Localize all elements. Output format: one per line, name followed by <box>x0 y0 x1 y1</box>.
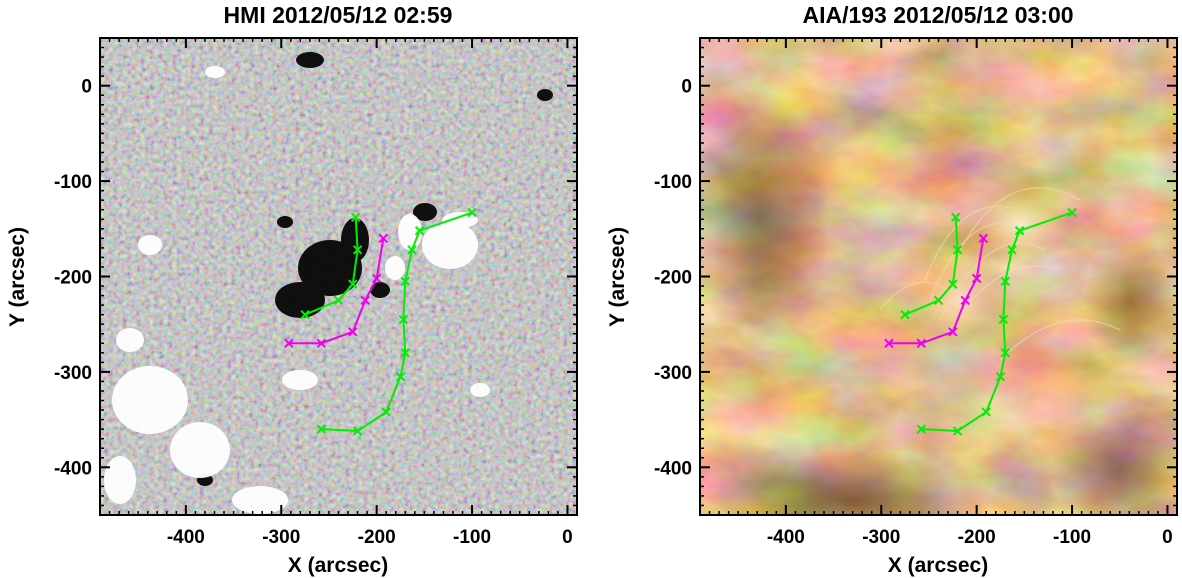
aia-panel: AIA/193 2012/05/12 03:00 -400 -300 -200 -10… <box>606 2 1178 577</box>
x-marker <box>960 295 970 306</box>
x-marker <box>1067 207 1077 218</box>
y-tick-label: -400 <box>654 458 692 479</box>
magnetogram-image <box>100 38 577 515</box>
magenta-line <box>288 238 385 345</box>
x-marker <box>884 338 894 348</box>
y-axis-label: Y (arcsec) <box>606 227 629 327</box>
x-marker <box>995 371 1006 382</box>
x-marker <box>948 327 958 337</box>
y-tick-label: 0 <box>81 77 92 98</box>
axes-left: -400 -300 -200 -100 0 0 -100 -200 -300 -400 <box>54 37 578 548</box>
x-marker <box>900 309 910 320</box>
x-marker <box>933 295 944 306</box>
panel-title: AIA/193 2012/05/12 03:00 <box>802 2 1073 28</box>
x-marker <box>300 309 310 320</box>
x-marker <box>1000 348 1010 358</box>
x-marker <box>400 276 410 286</box>
euv-image <box>700 38 1177 515</box>
y-tick-label: -200 <box>54 268 92 289</box>
x-marker <box>371 273 382 284</box>
x-marker <box>400 348 410 358</box>
y-tick-label: -300 <box>54 363 92 384</box>
x-marker <box>971 273 982 284</box>
axes-right: -400 -300 -200 -100 0 0 -100 -200 -300 -400 <box>654 37 1178 548</box>
x-marker <box>981 407 991 417</box>
x-marker <box>398 314 409 325</box>
x-marker <box>998 314 1009 325</box>
x-marker <box>916 338 927 348</box>
x-marker <box>348 327 358 337</box>
y-tick-label: -400 <box>54 458 92 479</box>
x-marker <box>407 245 417 255</box>
x-marker <box>1014 226 1025 236</box>
x-tick-label: -300 <box>862 527 900 548</box>
panel-title: HMI 2012/05/12 02:59 <box>224 2 453 28</box>
x-marker <box>350 212 361 223</box>
x-tick-label: -200 <box>958 527 996 548</box>
overlay-lines <box>284 207 477 436</box>
y-tick-label: -100 <box>654 172 692 193</box>
y-axis-label: Y (arcsec) <box>6 227 29 327</box>
x-marker <box>948 279 958 289</box>
x-marker <box>952 426 963 436</box>
x-marker <box>952 245 963 255</box>
y-tick-label: -200 <box>654 268 692 289</box>
x-marker <box>284 338 294 348</box>
x-marker <box>348 279 358 289</box>
x-tick-label: -100 <box>1053 527 1091 548</box>
x-tick-label: -100 <box>453 527 491 548</box>
x-marker <box>414 226 425 236</box>
x-marker <box>978 233 989 244</box>
x-marker <box>352 426 363 436</box>
x-axis-label: X (arcsec) <box>888 554 988 577</box>
x-axis-label: X (arcsec) <box>288 554 388 577</box>
x-tick-label: -300 <box>262 527 300 548</box>
x-marker <box>950 212 961 223</box>
x-marker <box>316 338 327 348</box>
x-marker <box>378 233 389 244</box>
x-marker <box>1007 245 1017 255</box>
overlay-lines <box>884 207 1077 436</box>
x-marker <box>1000 276 1010 286</box>
x-tick-label: -200 <box>358 527 396 548</box>
x-marker <box>352 245 363 255</box>
green-lower-line <box>921 211 1073 433</box>
x-marker <box>395 371 406 382</box>
x-tick-label: 0 <box>562 527 573 548</box>
magenta-line <box>888 238 985 345</box>
x-marker <box>316 424 327 434</box>
x-tick-label: -400 <box>767 527 805 548</box>
y-tick-label: -300 <box>654 363 692 384</box>
y-tick-label: 0 <box>681 77 692 98</box>
x-marker <box>381 407 391 417</box>
x-marker <box>467 207 477 218</box>
green-lower-line <box>321 211 473 433</box>
x-marker <box>360 295 370 306</box>
x-tick-label: 0 <box>1162 527 1173 548</box>
x-marker <box>916 424 927 434</box>
x-marker <box>333 295 344 306</box>
y-tick-label: -100 <box>54 172 92 193</box>
x-tick-label: -400 <box>167 527 205 548</box>
hmi-panel: HMI 2012/05/12 02:59 <box>6 2 578 577</box>
